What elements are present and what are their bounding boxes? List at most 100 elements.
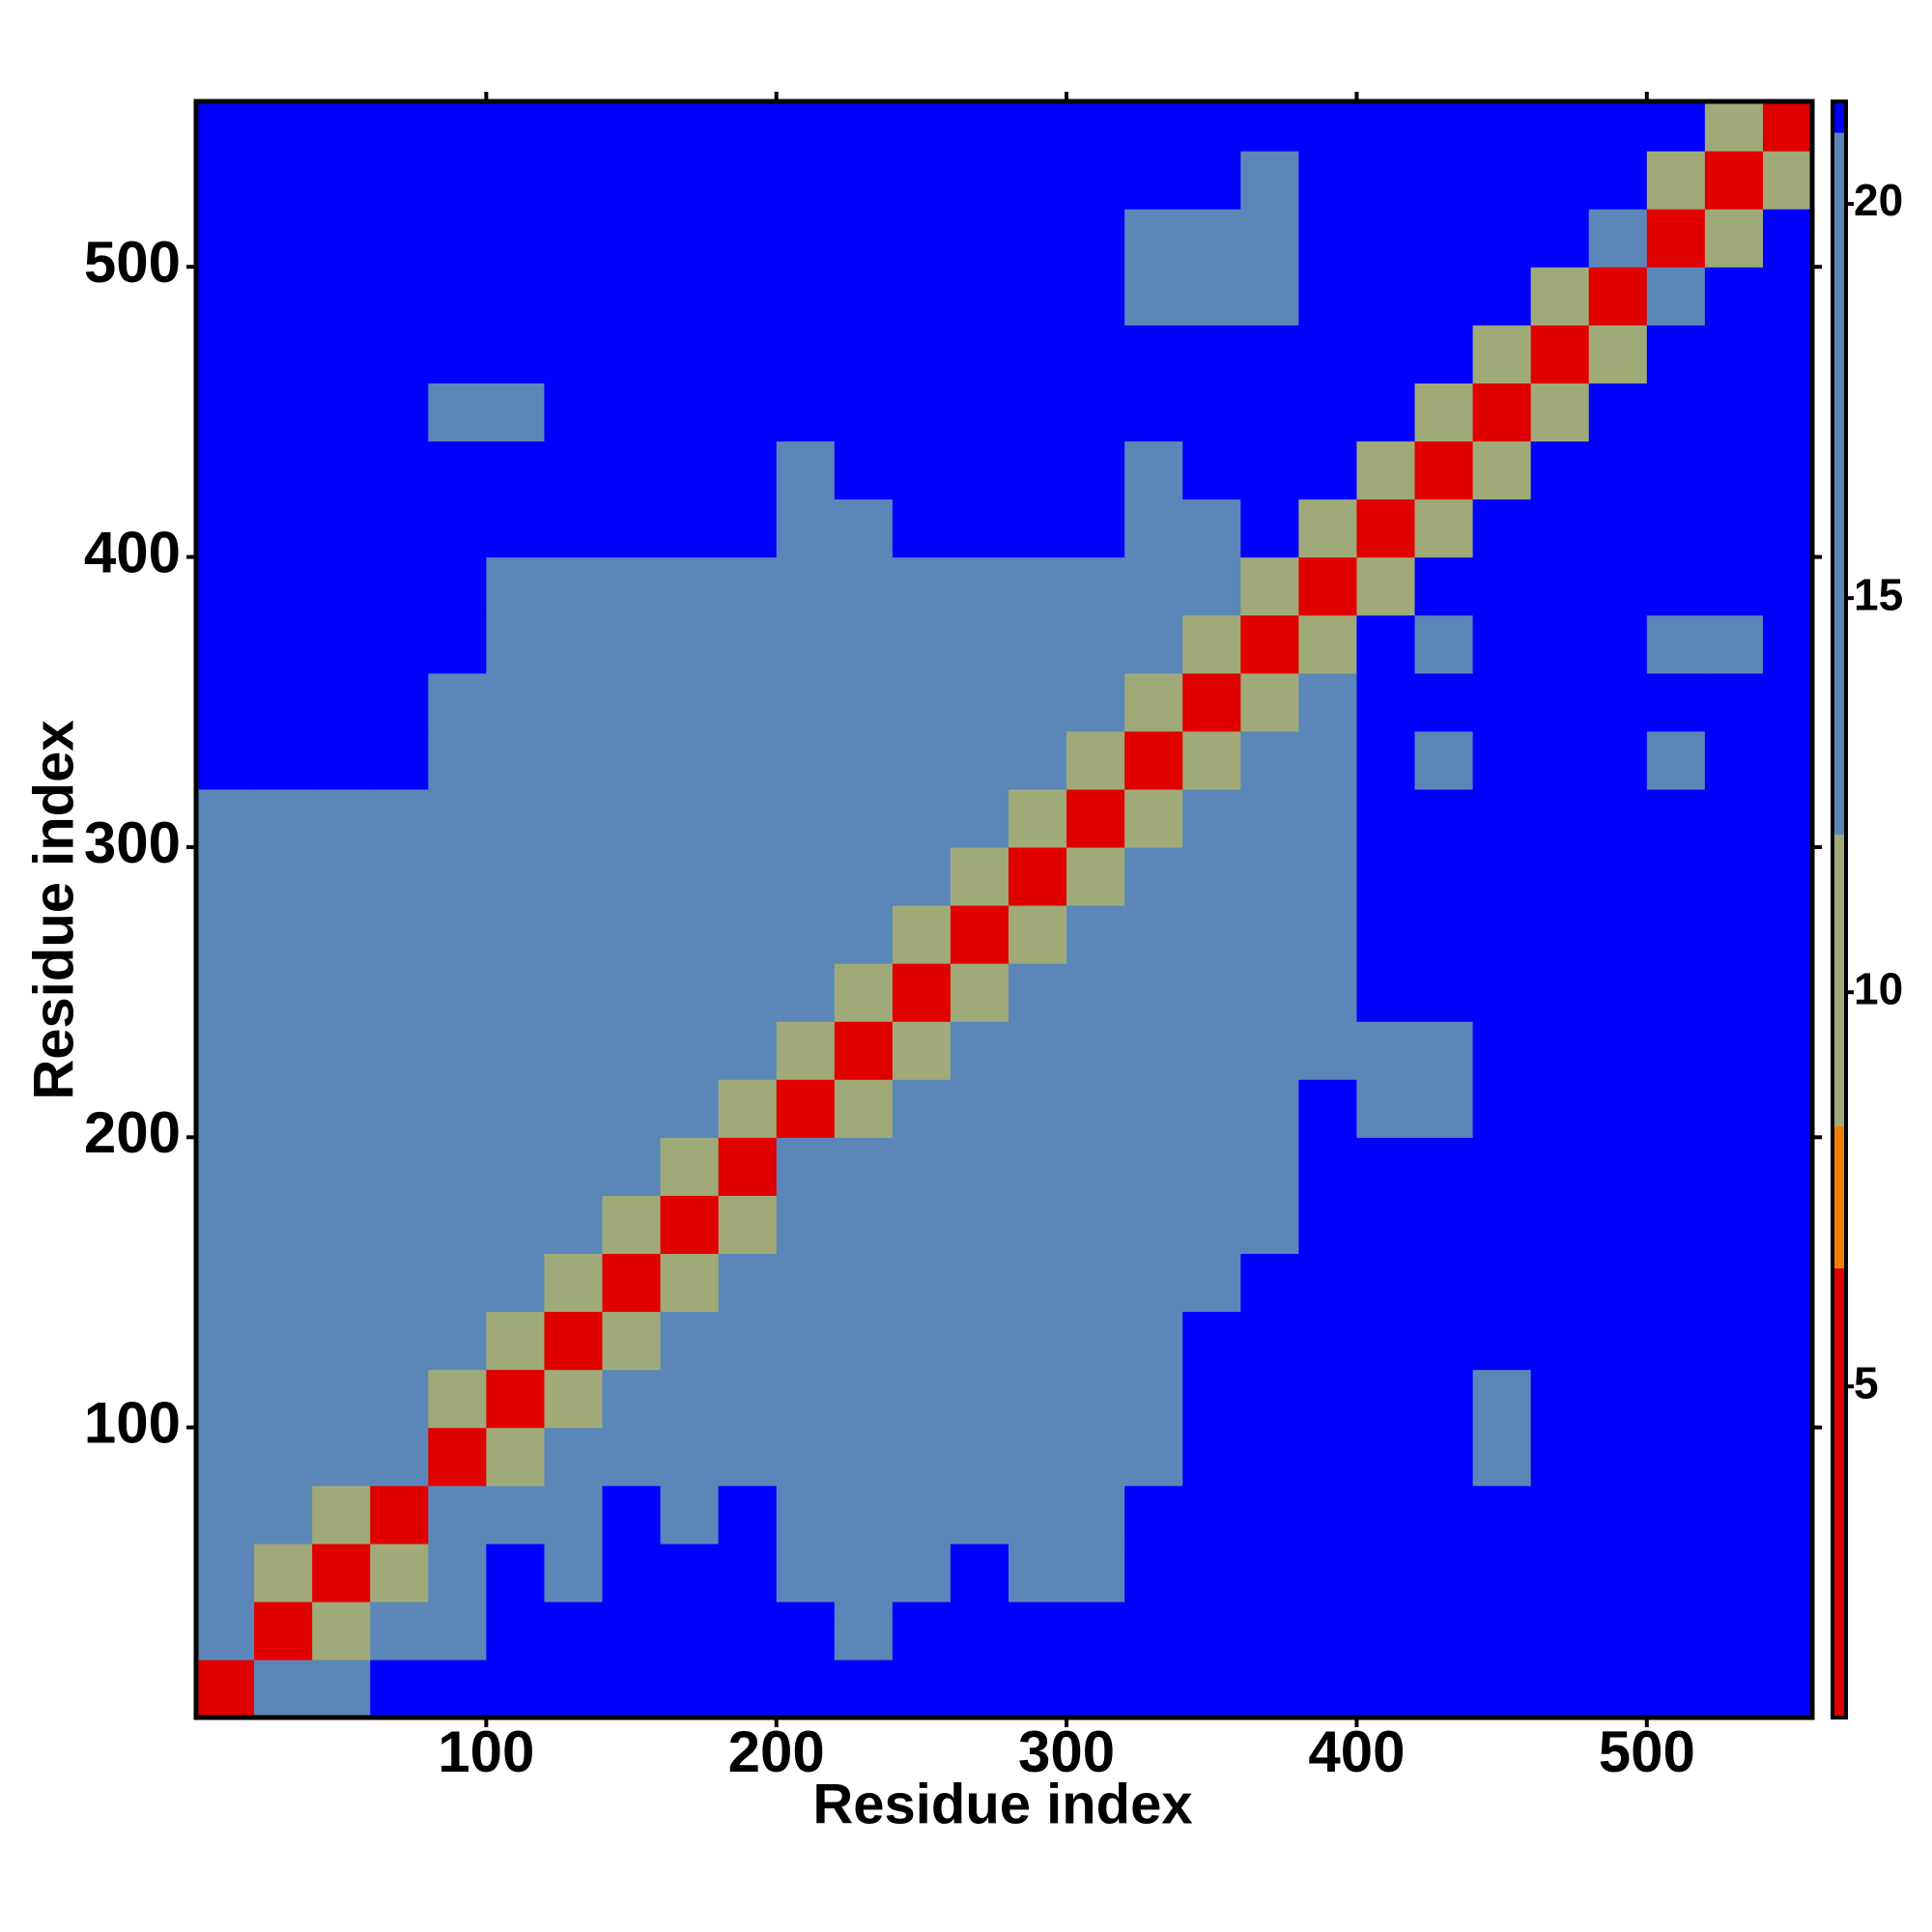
heatmap-cell [1240, 1021, 1299, 1080]
heatmap-cell [370, 846, 429, 906]
heatmap-cell [486, 672, 546, 732]
heatmap-cell [1009, 383, 1067, 442]
heatmap-cell [428, 904, 487, 964]
heatmap-cell [1530, 1253, 1590, 1313]
heatmap-cell [1240, 672, 1299, 732]
heatmap-cell [544, 1195, 604, 1255]
heatmap-cell [1530, 1369, 1590, 1429]
heatmap-cell [1298, 383, 1358, 442]
heatmap-cell [428, 846, 487, 906]
heatmap-cell [1414, 1601, 1474, 1661]
heatmap-cell [1588, 1659, 1648, 1718]
heatmap-cell [1182, 325, 1241, 384]
heatmap-cell [312, 1601, 371, 1661]
heatmap-cell [196, 672, 255, 732]
heatmap-cell [660, 963, 720, 1022]
heatmap-cell [660, 1311, 720, 1371]
heatmap-cell [544, 788, 604, 848]
heatmap-cell [196, 440, 255, 500]
heatmap-cell [718, 325, 778, 384]
heatmap-cell [1066, 1137, 1125, 1196]
heatmap-cell [254, 267, 313, 326]
heatmap-cell [892, 788, 952, 848]
heatmap-cell [1762, 1311, 1812, 1371]
heatmap-cell [1240, 383, 1299, 442]
heatmap-cell [1414, 1253, 1474, 1313]
heatmap-cell [1530, 209, 1590, 268]
heatmap-cell [1298, 1253, 1358, 1313]
heatmap-cell [1240, 1253, 1299, 1313]
heatmap-cell [486, 614, 546, 674]
heatmap-cell [428, 1079, 487, 1138]
heatmap-cell [776, 440, 836, 500]
heatmap-cell [602, 498, 662, 558]
heatmap-cell [486, 1659, 546, 1718]
heatmap-cell [1298, 1369, 1358, 1429]
heatmap-cell [1298, 101, 1358, 152]
heatmap-cell [1182, 1079, 1241, 1138]
heatmap-cell [718, 788, 778, 848]
heatmap-cell [196, 1195, 255, 1255]
heatmap-cell [1356, 1427, 1416, 1487]
heatmap-cell [1066, 1369, 1125, 1429]
heatmap-cell [370, 101, 429, 152]
heatmap-cell [1009, 1601, 1067, 1661]
heatmap-cell [1472, 325, 1532, 384]
heatmap-cell [1472, 1369, 1532, 1429]
heatmap-cell [1414, 325, 1474, 384]
colorbar-tick-label: 10 [1854, 963, 1903, 1013]
heatmap-cell [1704, 672, 1764, 732]
heatmap-cell [718, 730, 778, 790]
heatmap-cell [718, 963, 778, 1022]
heatmap-cell [1704, 383, 1764, 442]
heatmap-cell [1066, 730, 1125, 790]
heatmap-cell [1588, 788, 1648, 848]
heatmap-cell [1588, 383, 1648, 442]
heatmap-cell [1530, 614, 1590, 674]
heatmap-cell [602, 1079, 662, 1138]
heatmap-cell [1009, 1311, 1067, 1371]
heatmap-cell [312, 1079, 371, 1138]
heatmap-cell [1066, 1543, 1125, 1603]
heatmap-cell [950, 209, 1009, 268]
heatmap-cell [1356, 846, 1416, 906]
heatmap-cell [428, 788, 487, 848]
heatmap-cell [544, 846, 604, 906]
heatmap-cell [1588, 440, 1648, 500]
heatmap-cell [602, 383, 662, 442]
heatmap-cell [776, 1253, 836, 1313]
heatmap-cell [1356, 1601, 1416, 1661]
heatmap-cell [254, 1021, 313, 1080]
heatmap-cell [892, 1601, 952, 1661]
heatmap-cell [1472, 1079, 1532, 1138]
heatmap-cell [254, 1601, 313, 1661]
heatmap-cell [1298, 1485, 1358, 1545]
heatmap-cell [1009, 151, 1067, 210]
heatmap-cell [370, 1021, 429, 1080]
heatmap-cell [544, 963, 604, 1022]
heatmap-cell [1588, 963, 1648, 1022]
heatmap-cell [1009, 904, 1067, 964]
heatmap-cell [1472, 614, 1532, 674]
heatmap-cell [1240, 209, 1299, 268]
heatmap-cell [718, 1195, 778, 1255]
heatmap-cell [1646, 963, 1706, 1022]
heatmap-cell [486, 151, 546, 210]
heatmap-cell [1530, 672, 1590, 732]
heatmap-cell [602, 151, 662, 210]
heatmap-cell [1298, 151, 1358, 210]
heatmap-cell [1588, 1311, 1648, 1371]
heatmap-cell [370, 1601, 429, 1661]
heatmap-cell [718, 1021, 778, 1080]
heatmap-cell [1646, 440, 1706, 500]
heatmap-cell [1762, 1427, 1812, 1487]
heatmap-cell [1066, 1311, 1125, 1371]
heatmap-cell [486, 1543, 546, 1603]
heatmap-cell [776, 788, 836, 848]
heatmap-cell [602, 1369, 662, 1429]
heatmap-cell [950, 325, 1009, 384]
heatmap-cell [1009, 672, 1067, 732]
heatmap-cell [660, 672, 720, 732]
heatmap-cell [660, 1079, 720, 1138]
heatmap-cell [1066, 209, 1125, 268]
